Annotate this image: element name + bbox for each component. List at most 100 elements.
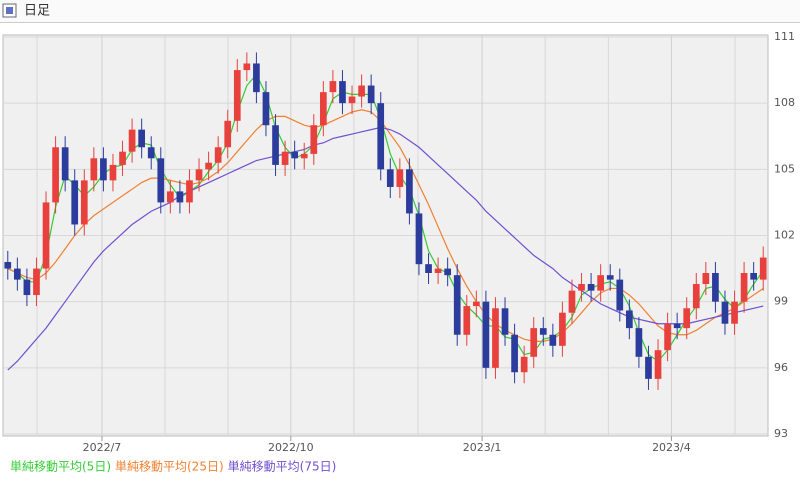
candle-body [731,301,738,324]
candle-body [396,169,404,187]
candle-body [71,180,79,225]
candle-body [90,158,98,181]
candle-body [673,323,681,329]
candle-body [205,162,212,170]
candle-body [100,158,107,181]
candle-body [109,164,117,181]
x-tick-label: 2022/7 [83,441,122,454]
candle-body [243,63,251,71]
candle-body [539,328,547,335]
candle-body [425,264,432,273]
candle-body [434,268,442,273]
candle-body [13,268,21,280]
candle-body [492,308,499,368]
candle-body [310,125,318,154]
candle-body [501,308,509,335]
candle-body [692,284,700,309]
candle-body [415,213,423,265]
y-tick-label: 99 [774,295,788,308]
candle-body [702,272,710,285]
candle-body [195,169,203,181]
candle-body [339,81,346,104]
candle-body [587,284,595,291]
candle-body [128,129,136,152]
candle-body [329,81,337,93]
y-tick-label: 108 [774,96,795,109]
candle-body [472,301,480,307]
candle-body [568,290,576,313]
candle-body [606,275,614,280]
candle-body [80,180,88,225]
candle-body [712,272,719,302]
candle-body [664,323,671,351]
legend-entry: 単純移動平均(5日) [10,460,111,474]
candle-body [253,63,260,93]
y-tick-label: 111 [774,30,795,43]
candle-body [511,334,518,373]
x-tick-label: 2023/4 [652,441,691,454]
candle-body [186,180,193,203]
candle-body [377,103,385,170]
candle-body [597,275,605,291]
candle-body [291,151,299,159]
candle-body [463,306,471,335]
candle-body [147,147,155,159]
candle-body [233,70,241,121]
legend-entry: 単純移動平均(25日) [115,460,224,474]
x-tick-label: 2022/10 [268,441,314,454]
candle-body [578,284,585,291]
x-tick-label: 2023/1 [463,441,502,454]
y-tick-label: 93 [774,427,788,440]
candle-body [453,275,461,335]
candle-body [520,356,528,373]
candle-body [616,279,624,311]
candle-body [559,312,566,346]
candle-body [281,151,289,165]
candle-body [166,191,174,203]
y-tick-label: 102 [774,229,795,242]
candle-body [750,272,758,280]
candle-body [262,92,270,126]
y-tick-label: 105 [774,162,795,175]
candle-body [300,153,308,159]
candle-body [645,356,652,379]
candle-body [272,125,279,165]
candle-body [319,92,327,126]
candle-body [444,268,452,276]
candle-body [530,328,538,357]
candle-body [52,147,59,203]
candle-body [23,279,31,296]
candle-body [4,261,12,269]
header-bar [0,0,800,22]
candle-body [367,85,375,104]
candle-body [157,158,165,203]
candle-body [119,151,126,165]
moving-average-line [7,126,764,371]
candle-body [406,169,413,214]
y-tick-label: 96 [774,361,788,374]
candle-body [138,129,146,148]
candle-body [482,301,490,368]
candle-body [348,96,356,104]
candle-body [214,147,222,163]
candle-body [721,301,729,324]
candle-body [61,147,69,181]
candle-body [625,310,633,329]
header-icon-inner [6,7,13,14]
candle-body [42,202,50,269]
candle-body [549,334,557,346]
moving-average-line [7,109,764,342]
candle-body [386,169,394,187]
candle-body [683,308,691,329]
candle-body [740,272,748,302]
candle-body [224,120,232,148]
candle-body [33,268,40,296]
candle-body [176,191,184,203]
candle-body [635,328,643,357]
candle-body [759,257,767,280]
candle-body [654,350,662,379]
chart-title: 日足 [24,4,50,19]
candle-body [358,85,365,97]
legend-entry: 単純移動平均(75日) [228,460,337,474]
